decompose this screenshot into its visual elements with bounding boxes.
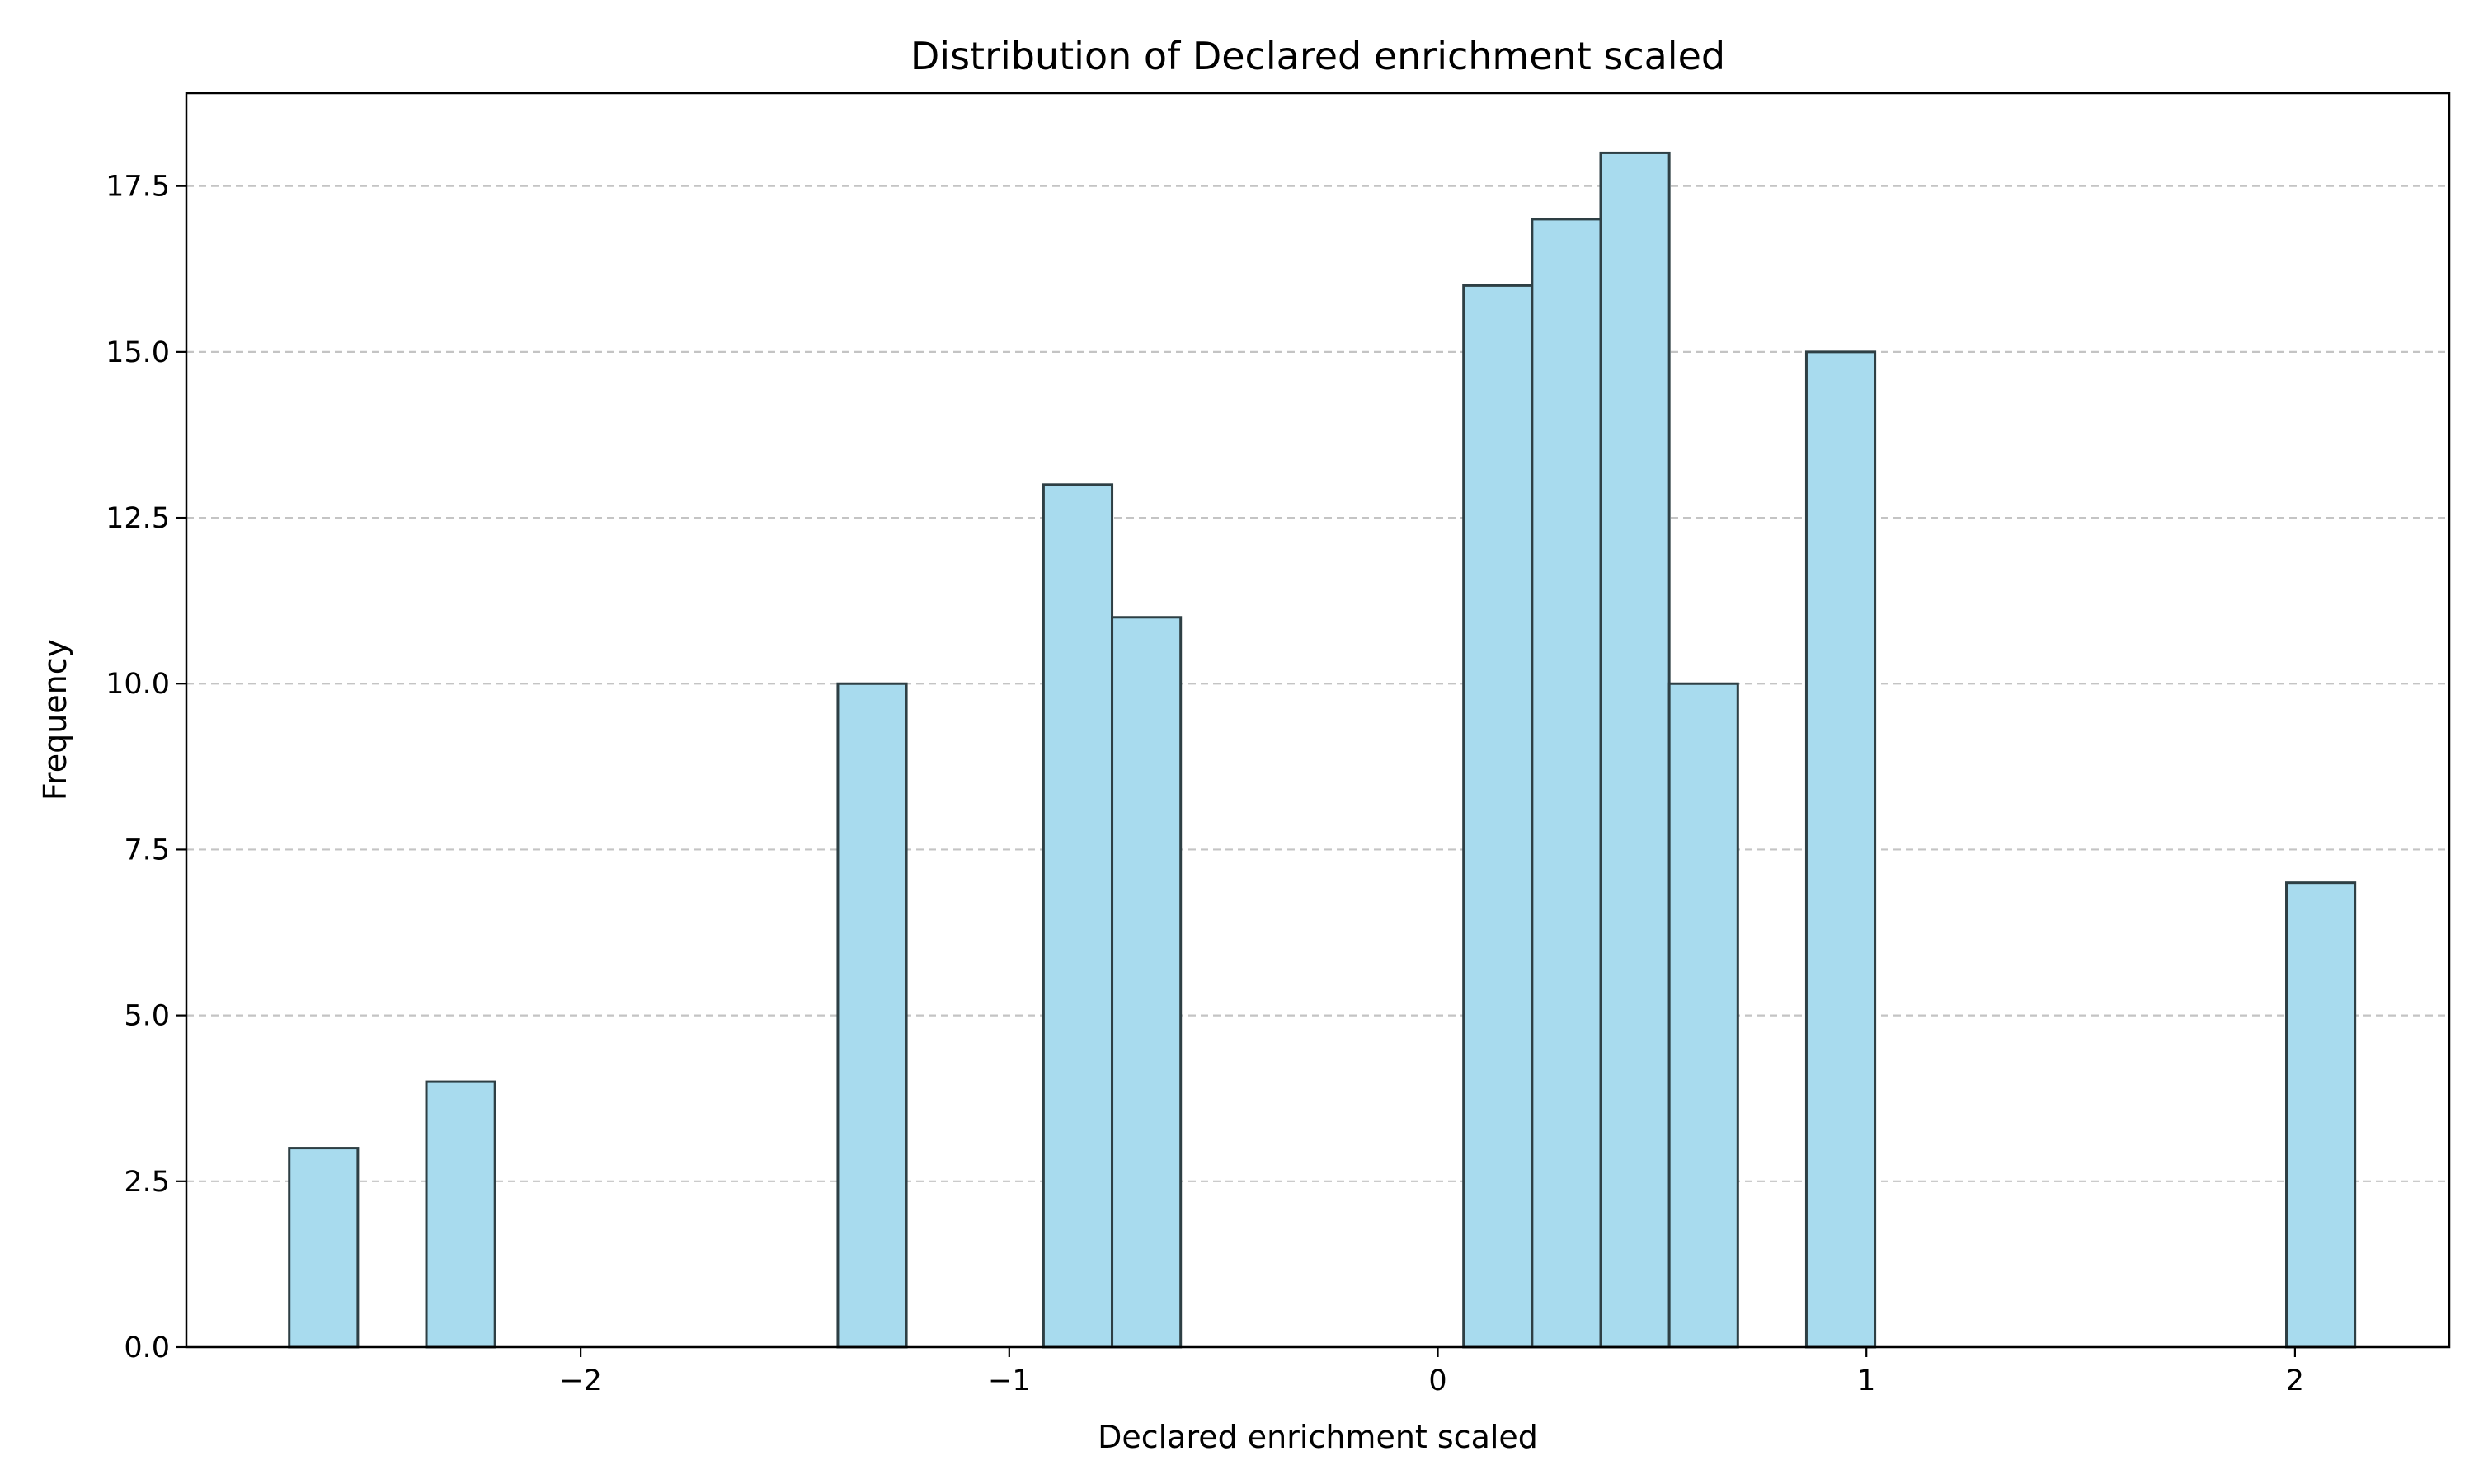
y-tick-label: 0.0 (124, 1331, 170, 1364)
histogram-bar (425, 1080, 496, 1349)
histogram-bar (1667, 682, 1739, 1349)
x-tick-label: −2 (559, 1364, 602, 1397)
plot-area-frame (185, 92, 2451, 1349)
x-tick-label: 0 (1428, 1364, 1446, 1397)
histogram-bar (1804, 350, 1877, 1349)
y-tick-label: 7.5 (124, 834, 170, 866)
y-axis-label: Frequency (37, 639, 73, 801)
grid-lines (186, 185, 2449, 1182)
y-tick-label: 2.5 (124, 1166, 170, 1199)
y-tick-label: 15.0 (106, 336, 170, 369)
y-tick-label: 12.5 (106, 502, 170, 535)
chart-title: Distribution of Declared enrichment scal… (910, 34, 1725, 78)
histogram-bar (1111, 616, 1183, 1349)
x-tick-label: 1 (1857, 1364, 1875, 1397)
x-axis-label: Declared enrichment scaled (1098, 1419, 1538, 1455)
histogram-bar (2285, 881, 2357, 1349)
x-axis-ticks: −2 −1 0 1 2 (559, 1347, 2304, 1397)
histogram-bar (288, 1147, 360, 1349)
histogram-bar (1042, 483, 1114, 1349)
x-tick-label: −1 (988, 1364, 1031, 1397)
histogram-bar (1462, 284, 1534, 1349)
histogram-bar (1599, 151, 1671, 1349)
y-tick-label: 17.5 (106, 171, 170, 204)
histogram-bar (1531, 218, 1602, 1349)
y-tick-label: 10.0 (106, 668, 170, 701)
x-tick-label: 2 (2286, 1364, 2304, 1397)
y-tick-label: 5.0 (124, 1000, 170, 1033)
histogram-bars (288, 151, 2357, 1349)
y-axis-ticks: 0.0 2.5 5.0 7.5 10.0 12.5 15.0 17.5 (106, 171, 186, 1364)
histogram-bar (836, 682, 908, 1349)
